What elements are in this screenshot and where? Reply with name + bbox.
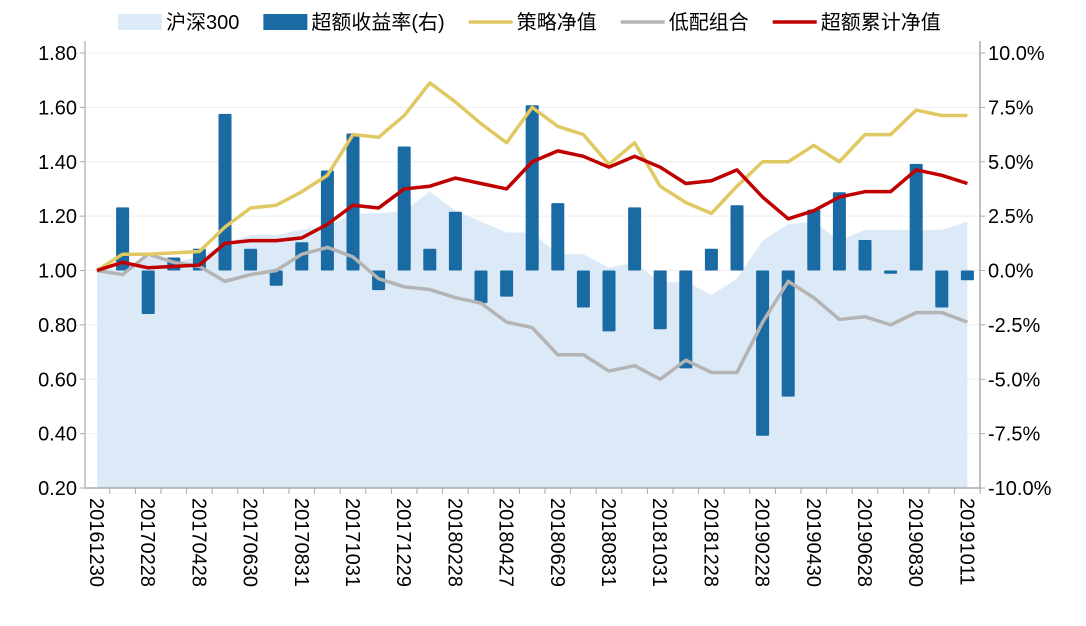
right-tick-label: -5.0% [988, 369, 1040, 391]
bar-excess-return [756, 270, 770, 436]
bar-excess-return [602, 270, 616, 332]
line-excess-cumulative-nav [96, 149, 968, 273]
bar-excess-return [244, 248, 258, 271]
bar-excess-return [576, 270, 590, 308]
x-tick-label: 20170630 [239, 498, 261, 587]
x-tick-label: 20170831 [290, 498, 312, 587]
x-tick-label: 20191011 [955, 498, 977, 586]
bar-excess-return [807, 209, 821, 271]
left-tick-label: 1.80 [38, 43, 77, 65]
bar-excess-return [935, 270, 949, 308]
bar-excess-return [141, 270, 155, 314]
bar-excess-return [423, 248, 437, 271]
x-tick-label: 20190628 [853, 498, 875, 587]
bar-excess-return [653, 270, 667, 330]
left-tick-label: 0.40 [38, 424, 77, 446]
right-tick-label: 10.0% [988, 43, 1045, 65]
bar-excess-return [628, 207, 642, 271]
x-tick-label: 20190430 [802, 498, 824, 587]
legend-item: 沪深300 [118, 11, 239, 34]
left-tick-label: 0.20 [38, 478, 77, 500]
right-tick-label: -10.0% [988, 478, 1052, 500]
line-low-allocation [96, 245, 969, 381]
x-tick-label: 20180228 [443, 498, 465, 587]
bar-excess-return [295, 242, 309, 271]
right-tick-label: -7.5% [988, 424, 1040, 446]
left-tick-label: 1.00 [38, 261, 77, 283]
bar-excess-return [679, 270, 693, 369]
legend-label: 超额累计净值 [821, 11, 941, 34]
bar-excess-return [269, 270, 283, 286]
bar-excess-return [704, 248, 718, 271]
area-csi300 [97, 191, 968, 488]
left-tick-label: 1.60 [38, 97, 77, 119]
bar-excess-return [397, 146, 411, 271]
x-tick-label: 20180629 [546, 498, 568, 587]
left-tick-label: 1.20 [38, 206, 77, 228]
bar-excess-return [730, 205, 744, 271]
bar-excess-return [781, 270, 795, 397]
x-tick-label: 20161230 [85, 498, 107, 587]
legend-item: 超额累计净值 [772, 11, 941, 34]
left-tick-label: 0.80 [38, 315, 77, 337]
bar-excess-return [474, 270, 488, 304]
x-tick-label: 20181031 [648, 498, 670, 587]
right-tick-label: 5.0% [988, 152, 1034, 174]
line-strategy-nav [96, 81, 968, 272]
legend-label: 超额收益率(右) [311, 11, 444, 34]
legend-label: 策略净值 [517, 11, 597, 34]
bar-excess-return [500, 270, 514, 297]
legend-label: 沪深300 [166, 11, 239, 34]
x-tick-label: 20170428 [187, 498, 209, 587]
right-tick-label: -2.5% [988, 315, 1040, 337]
bar-excess-return [346, 133, 360, 271]
right-tick-label: 2.5% [988, 206, 1034, 228]
legend-item: 超额收益率(右) [263, 11, 445, 34]
legend-label: 低配组合 [669, 11, 749, 34]
legend-item: 策略净值 [468, 11, 597, 34]
bar-excess-return [884, 270, 898, 274]
bar-excess-return [525, 105, 539, 271]
bar-excess-return [960, 270, 974, 281]
left-tick-label: 0.60 [38, 369, 77, 391]
x-tick-label: 20171031 [341, 498, 363, 587]
x-tick-label: 20190228 [751, 498, 773, 587]
x-tick-label: 20181228 [699, 498, 721, 587]
x-tick-label: 20190830 [904, 498, 926, 587]
right-tick-label: 0.0% [988, 261, 1034, 283]
x-tick-label: 20180427 [495, 498, 517, 587]
bar-excess-return [858, 240, 872, 271]
x-tick-label: 20180831 [597, 498, 619, 587]
x-tick-label: 20170228 [136, 498, 158, 587]
legend: 沪深300 超额收益率(右) 策略净值 低配组合 超额累计净值 [118, 11, 941, 34]
bar-excess-return [832, 192, 846, 271]
bar-excess-return [320, 170, 334, 271]
x-tick-label: 20171229 [392, 498, 414, 587]
bar-excess-return [448, 211, 462, 271]
legend-swatch [263, 14, 308, 30]
right-tick-label: 7.5% [988, 97, 1034, 119]
bar-excess-return [909, 163, 923, 271]
legend-swatch [118, 14, 162, 30]
left-tick-label: 1.40 [38, 152, 77, 174]
bar-excess-return [551, 203, 565, 271]
legend-item: 低配组合 [620, 11, 749, 34]
